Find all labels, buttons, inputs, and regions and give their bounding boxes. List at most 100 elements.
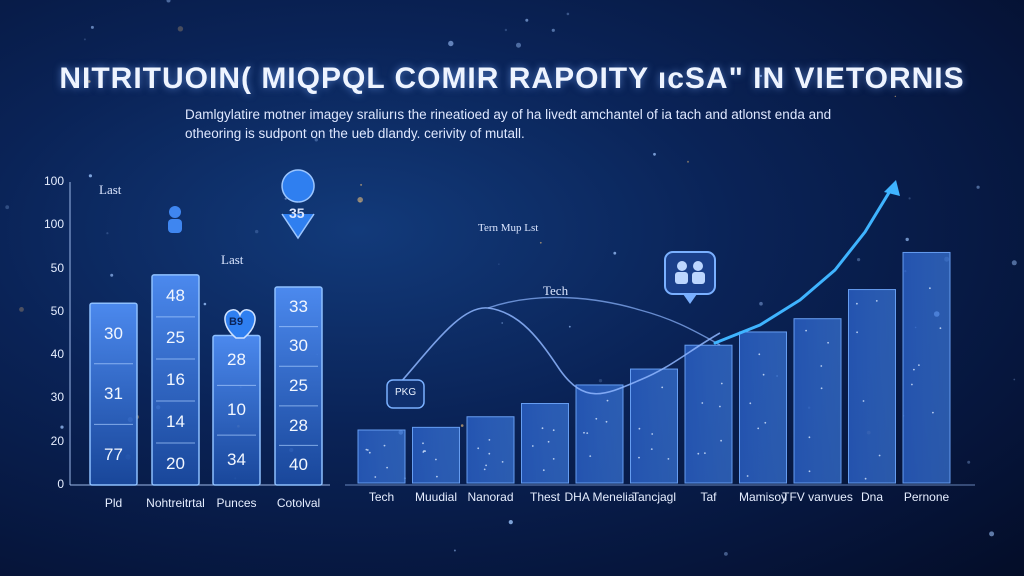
- y-tick-label: 20: [50, 433, 64, 448]
- x-category-label: Punces: [216, 496, 257, 510]
- x-category-label: Mamisoy: [738, 490, 787, 504]
- x-category-label: Tech: [368, 490, 395, 504]
- bar-sparkle: [541, 427, 544, 430]
- bar-sparkle: [764, 421, 767, 424]
- bar-sparkle: [856, 331, 858, 334]
- bar-sparkle: [485, 464, 487, 467]
- bar-sparkle: [638, 456, 640, 459]
- bokeh-dot: [724, 552, 728, 556]
- bar-sparkle: [929, 287, 931, 290]
- bokeh-dot: [759, 74, 763, 78]
- bokeh-dot: [551, 28, 555, 32]
- bar-sparkle: [875, 300, 878, 302]
- bar-sparkle: [827, 341, 829, 344]
- x-category-label: DHA Menelia: [564, 490, 635, 504]
- bar-sparkle: [477, 447, 480, 450]
- bar-sparkle: [368, 451, 371, 454]
- bokeh-dot: [90, 25, 94, 29]
- bokeh-dot: [967, 460, 971, 464]
- bar-sparkle: [531, 445, 534, 447]
- bar-sparkle: [911, 383, 913, 386]
- bar-sparkle: [757, 427, 760, 430]
- bokeh-dot: [566, 12, 570, 16]
- bokeh-dot: [87, 80, 91, 83]
- bar-sparkle: [552, 458, 555, 460]
- bokeh-dot: [360, 183, 363, 186]
- bar: [684, 344, 733, 484]
- bokeh-dot: [357, 197, 364, 203]
- bokeh-dot: [453, 549, 456, 552]
- bar-sparkle: [856, 302, 858, 305]
- trend-arrow-head: [884, 180, 900, 196]
- bokeh-dot: [177, 26, 184, 32]
- bokeh-dot: [598, 379, 603, 383]
- x-category-label: Tancjagl: [631, 490, 677, 504]
- bar-sparkle: [638, 427, 641, 430]
- bar-sparkle: [583, 431, 585, 434]
- bokeh-dot: [525, 18, 529, 22]
- bar-segment-label: 25: [289, 376, 308, 396]
- left-chart-bars: [89, 274, 323, 486]
- bar-sparkle: [697, 452, 700, 455]
- pkg-badge: [386, 379, 425, 409]
- x-category-label: Dna: [860, 490, 883, 504]
- bar-segment-label: 77: [104, 444, 123, 464]
- bar-sparkle: [374, 476, 377, 478]
- annotation-pin-value: 35: [289, 205, 305, 221]
- bar: [739, 331, 787, 484]
- people-icon: [664, 251, 716, 304]
- bokeh-dot: [60, 425, 64, 429]
- bar: [151, 274, 200, 486]
- bar-sparkle: [808, 436, 811, 439]
- bokeh-dot: [284, 197, 287, 200]
- bokeh-dot: [613, 251, 617, 255]
- bokeh-dot: [976, 185, 980, 189]
- bar: [575, 384, 624, 484]
- x-category-label: Thest: [529, 490, 560, 504]
- x-category-label: Taf: [700, 490, 717, 504]
- curve-line-2: [487, 296, 721, 346]
- bokeh-dot: [653, 152, 656, 156]
- bar: [466, 416, 515, 484]
- bar: [848, 289, 896, 484]
- annotation-tech: Tech: [543, 283, 569, 298]
- bar-sparkle: [758, 353, 761, 356]
- bar-sparkle: [746, 475, 749, 477]
- bar-segment-label: 33: [289, 296, 308, 316]
- bar-sparkle: [762, 373, 765, 376]
- bokeh-dot: [687, 160, 689, 163]
- x-category-label: Nohtreitrtal: [146, 496, 205, 510]
- bokeh-dot: [19, 307, 24, 312]
- bar-segment-label: 20: [166, 453, 185, 473]
- bar-sparkle: [435, 458, 437, 461]
- bar-sparkle: [820, 365, 823, 367]
- bar: [521, 403, 569, 484]
- right-chart-bars: [357, 251, 951, 484]
- bokeh-dot: [460, 424, 464, 427]
- bar-sparkle: [386, 466, 388, 469]
- y-tick-label: 50: [50, 303, 64, 318]
- bar-sparkle: [366, 449, 369, 451]
- bar-sparkle: [862, 400, 865, 402]
- bar-sparkle: [719, 405, 721, 408]
- bar-segment-label: 30: [289, 336, 308, 356]
- bar-segment-label: 10: [227, 400, 246, 420]
- annotation-heart-value: B9: [229, 316, 244, 328]
- y-tick-label: 30: [50, 390, 64, 405]
- annotation-last-1: Last: [99, 182, 122, 197]
- bar-sparkle: [932, 411, 934, 414]
- bar-sparkle: [720, 382, 723, 385]
- bokeh-dot: [908, 197, 911, 200]
- user-icon: [168, 206, 182, 233]
- bar-sparkle: [552, 429, 555, 432]
- bar: [902, 251, 951, 484]
- bar-segment-label: 31: [104, 384, 123, 404]
- bar-sparkle: [667, 458, 670, 460]
- bar-sparkle: [701, 402, 704, 404]
- bar-sparkle: [918, 364, 920, 366]
- x-category-label: Pernone: [903, 490, 950, 504]
- bar-sparkle: [501, 461, 504, 463]
- bokeh-dot: [501, 322, 504, 324]
- bar-sparkle: [704, 452, 706, 454]
